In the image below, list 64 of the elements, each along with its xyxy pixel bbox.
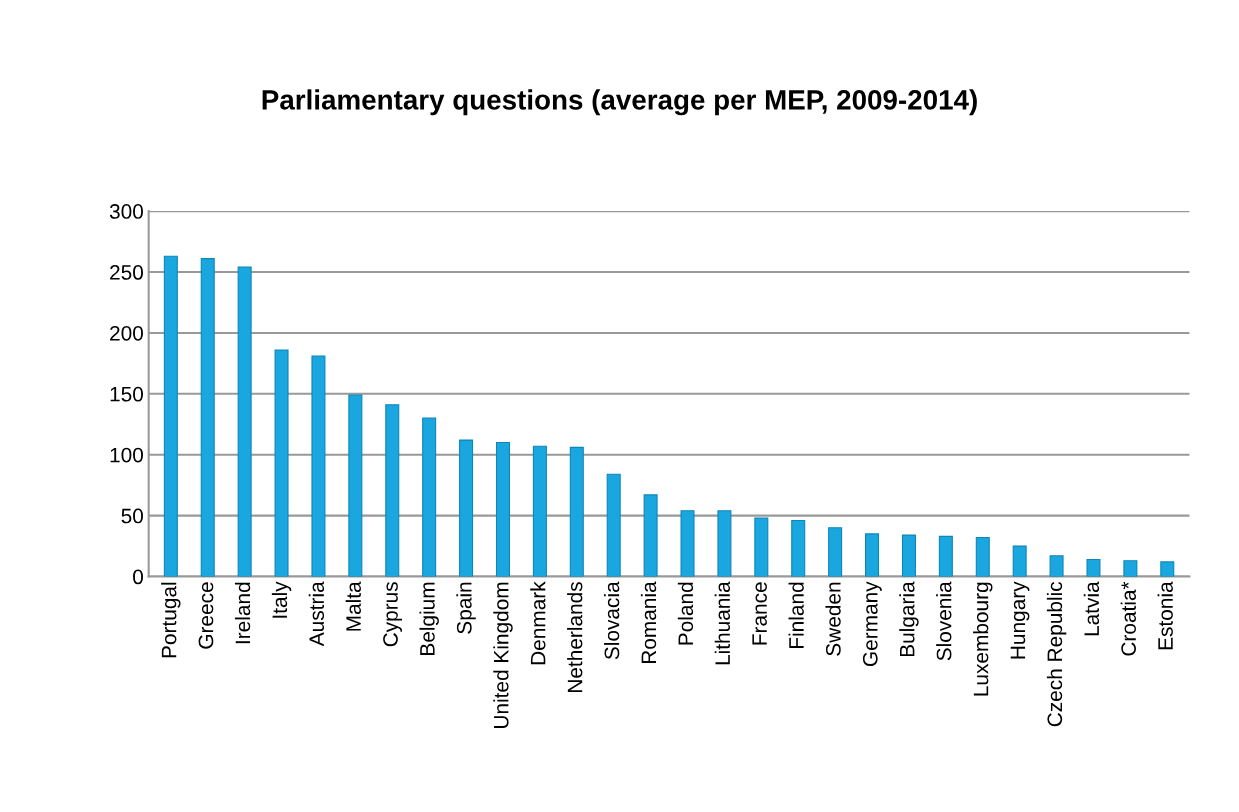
bar	[975, 536, 990, 577]
bar	[606, 473, 621, 577]
bar	[901, 534, 916, 577]
bar	[1123, 560, 1138, 577]
bar	[495, 441, 510, 577]
x-tick-label: Netherlands	[567, 582, 583, 692]
y-tick-label: 100	[110, 447, 144, 463]
bar	[828, 527, 843, 577]
bar	[938, 535, 953, 577]
bar	[754, 517, 769, 577]
bar	[791, 519, 806, 577]
x-tick-label: Luxembourg	[973, 582, 993, 696]
x-tick-label: Slovenia	[936, 581, 952, 661]
y-tick-label: 300	[109, 204, 144, 219]
chart-title: Parliamentary questions (average per MEP, 2009-2014)	[262, 89, 977, 116]
x-tick-label: Ireland	[234, 582, 251, 644]
x-tick-label: Estonia	[1157, 581, 1173, 650]
x-tick-label: Bulgaria	[899, 581, 919, 657]
y-tick-label: 50	[121, 508, 144, 524]
bar	[237, 266, 252, 577]
bar	[311, 355, 326, 577]
bar	[385, 404, 400, 577]
bar	[717, 510, 732, 577]
x-tick-label: France	[752, 582, 767, 645]
x-tick-label: Finland	[788, 582, 804, 648]
x-tick-label: Spain	[456, 582, 476, 634]
y-tick-label: 150	[110, 386, 144, 402]
bar	[163, 255, 178, 577]
bar	[459, 439, 474, 577]
x-tick-label: Portugal	[161, 582, 181, 658]
bar	[680, 510, 695, 577]
bar	[1012, 545, 1027, 577]
x-tick-label: Poland	[677, 582, 694, 645]
x-tick-label: Slovacia	[603, 581, 620, 660]
bar	[1049, 555, 1064, 577]
bar	[1160, 561, 1175, 577]
y-tick-label: 0	[133, 569, 144, 585]
bar	[200, 258, 215, 577]
x-tick-label: Denmark	[530, 581, 546, 665]
x-tick-label: Croatia*	[1120, 581, 1136, 656]
bar	[422, 417, 437, 577]
bar	[569, 446, 584, 577]
x-tick-label: Romania	[640, 581, 657, 664]
bar	[1086, 558, 1101, 577]
x-tick-label: Germany	[862, 581, 882, 666]
bar	[532, 445, 547, 577]
x-tick-label: Italy	[271, 581, 292, 618]
bar	[274, 349, 289, 577]
x-tick-label: Hungary	[1010, 581, 1030, 659]
x-tick-label: United Kingdom	[493, 582, 513, 728]
x-tick-label: Lithuania	[714, 581, 731, 665]
x-tick-label: Latvia	[1083, 581, 1100, 636]
x-tick-label: Cyprus	[383, 582, 402, 647]
x-tick-label: Sweden	[825, 582, 841, 656]
x-tick-label: Belgium	[419, 582, 439, 655]
x-tick-label: Czech Republic	[1046, 581, 1067, 727]
x-tick-label: Malta	[345, 581, 361, 631]
y-tick-label: 200	[110, 325, 144, 341]
bar	[643, 494, 658, 577]
x-tick-label: Greece	[198, 582, 214, 649]
bar	[865, 533, 880, 577]
bar	[348, 394, 363, 577]
x-tick-label: Austria	[308, 581, 325, 647]
y-tick-label: 250	[110, 265, 144, 280]
